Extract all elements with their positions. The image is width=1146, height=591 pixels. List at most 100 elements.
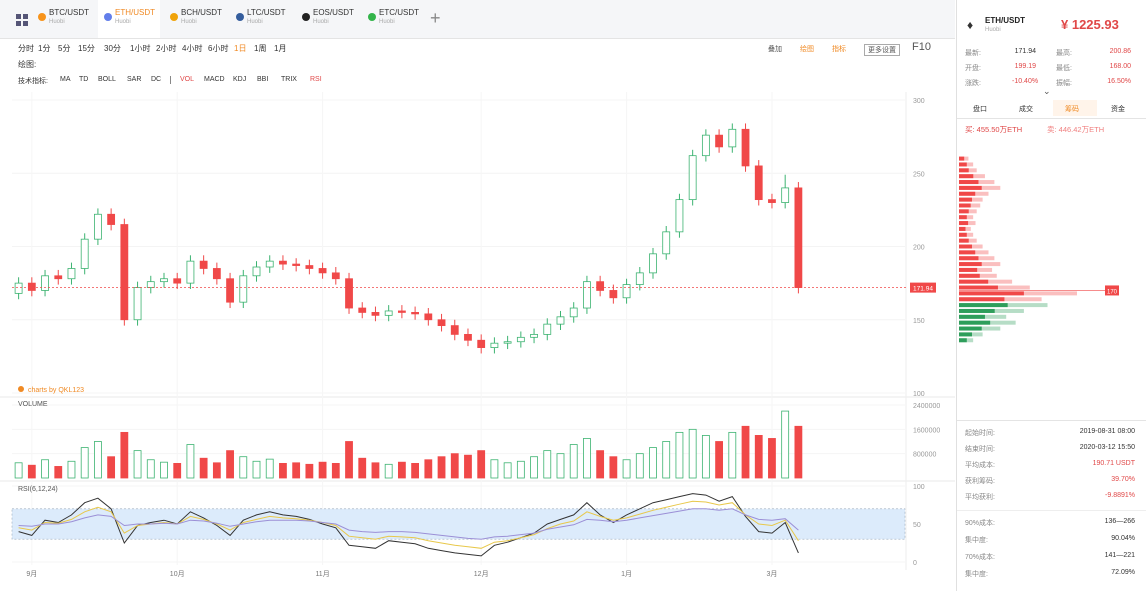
chip-bar (959, 303, 1008, 308)
chip-bar (959, 332, 972, 337)
candle-body (530, 333, 538, 338)
indicator-button[interactable]: BBI (257, 76, 269, 83)
volume-bar (516, 460, 525, 479)
tab-pair[interactable]: ETH/USDT (115, 8, 155, 17)
tool-button[interactable]: 指标 (832, 46, 846, 53)
volume-bar (609, 456, 618, 479)
chip-bar (959, 197, 972, 202)
coin-icon (104, 13, 112, 21)
period-button[interactable]: 4小时 (182, 44, 203, 53)
volume-bar (701, 435, 710, 479)
tab-pair[interactable]: LTC/USDT (247, 8, 286, 17)
period-button[interactable]: 1小时 (130, 44, 151, 53)
period-button[interactable]: 1周 (254, 44, 267, 53)
candle-body (688, 155, 697, 201)
tool-button[interactable]: 更多设置 (864, 44, 900, 56)
indicator-button[interactable]: KDJ (233, 76, 247, 83)
candle-body (754, 165, 763, 201)
period-button[interactable]: 分时 (18, 44, 34, 53)
indicator-button[interactable]: TD (79, 76, 89, 83)
period-button[interactable]: 5分 (58, 44, 71, 53)
pair-name: ETH/USDT (985, 16, 1025, 25)
add-tab[interactable]: + (430, 8, 441, 28)
volume-bar (596, 450, 605, 479)
period-button[interactable]: 2小时 (156, 44, 177, 53)
period-button[interactable]: 30分 (104, 44, 121, 53)
candle-body (490, 342, 499, 348)
tab-bar: + BTC/USDT Huobi ETH/USDT Huobi BCH/USDT Huob… (0, 0, 955, 39)
indicator-button[interactable]: SAR (127, 76, 142, 83)
summary-value: 72.09% (1111, 569, 1135, 576)
volume-bar (80, 447, 89, 479)
period-button[interactable]: 6小时 (208, 44, 229, 53)
candle-body (503, 341, 512, 344)
summary-label: 平均获利: (965, 494, 995, 501)
tab-pair[interactable]: ETC/USDT (379, 8, 419, 17)
tab-pair[interactable]: EOS/USDT (313, 8, 354, 17)
side-tab[interactable]: 成交 (1019, 106, 1033, 113)
volume-bar (252, 460, 261, 479)
candle-body (27, 282, 36, 291)
period-button[interactable]: 15分 (78, 44, 95, 53)
candle-body (662, 231, 671, 255)
stat-label: 振幅: (1056, 80, 1072, 87)
indicator-button[interactable]: BOLL (98, 76, 116, 83)
tab-exchange: Huobi (313, 19, 329, 25)
rsi-band (11, 508, 906, 540)
candle-body (279, 260, 287, 265)
tab-exchange: Huobi (379, 19, 395, 25)
candle-body (583, 281, 591, 309)
chip-bar (959, 162, 967, 167)
volume-bar (27, 464, 36, 479)
tool-button[interactable]: F10 (912, 41, 931, 53)
indicator-button[interactable]: MA (60, 76, 71, 83)
chart: 100 150 200 250 300 800000 1600000 2400000 0 50 10… (0, 92, 955, 578)
volume-bar (371, 462, 380, 479)
indicator-button[interactable]: MACD (204, 76, 225, 83)
candle-body (120, 224, 129, 321)
candle-body (14, 282, 23, 294)
candle-body (741, 128, 750, 167)
candle-body (411, 312, 420, 315)
side-tab[interactable]: 盘口 (973, 106, 987, 113)
side-tab[interactable]: 资金 (1111, 106, 1125, 113)
volume-bar (120, 431, 129, 479)
candle-body (569, 307, 578, 318)
volume-bar (794, 425, 803, 479)
chip-bar (959, 262, 982, 267)
indicator-button[interactable]: TRIX (281, 76, 297, 83)
pair-exchange: Huobi (985, 27, 1001, 33)
volume-bar (490, 459, 499, 479)
period-button[interactable]: 1日 (234, 44, 247, 53)
indicator-button[interactable]: VOL (180, 76, 195, 83)
summary-label: 获利筹码: (965, 478, 995, 485)
period-button[interactable]: 1月 (274, 44, 287, 53)
watermark: charts by QKL123 (28, 387, 84, 394)
tab-pair[interactable]: BCH/USDT (181, 8, 222, 17)
candle-body (146, 281, 155, 288)
volume-bar (41, 459, 49, 479)
side-tab[interactable]: 筹码 (1065, 106, 1079, 113)
tab-pair[interactable]: BTC/USDT (49, 8, 89, 17)
candle-body (728, 128, 737, 148)
grid-icon[interactable] (16, 14, 28, 26)
y-tick-label: 100 (913, 484, 925, 491)
indicator-button[interactable]: DC (151, 76, 162, 83)
period-button[interactable]: 1分 (38, 44, 51, 53)
tool-button[interactable]: 叠加 (768, 46, 782, 53)
candle-body (384, 310, 393, 316)
indicator-button[interactable]: RSI (310, 76, 322, 83)
volume-bar (530, 456, 538, 479)
candle-body (133, 287, 142, 321)
volume-bar (464, 454, 472, 479)
divider (957, 420, 1146, 421)
summary-value: 141—221 (1104, 552, 1135, 559)
coin-icon (302, 13, 310, 21)
chip-bar (959, 168, 969, 173)
summary-label: 结束时间: (965, 446, 995, 453)
chip-bar (959, 320, 991, 325)
draw-label: 绘图: (18, 60, 37, 69)
separator (170, 76, 171, 84)
chip-bar (959, 297, 1005, 302)
tool-button[interactable]: 绘图 (800, 46, 814, 53)
